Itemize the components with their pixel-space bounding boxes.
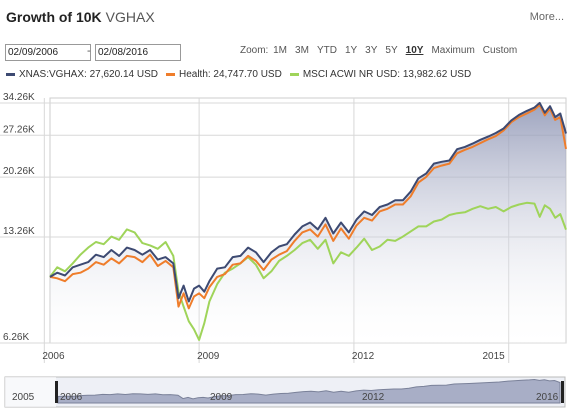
navigator-year-label: 2005: [12, 392, 35, 403]
legend-label: Health: 24,747.70 USD: [178, 69, 282, 80]
fund-symbol: VGHAX: [105, 9, 155, 25]
zoom-option-maximum[interactable]: Maximum: [431, 45, 475, 56]
zoom-option-3y[interactable]: 3Y: [365, 45, 378, 56]
navigator-year-label: 2006: [60, 392, 83, 403]
legend-label: XNAS:VGHAX: 27,620.14 USD: [19, 69, 158, 80]
series-line-msci-acwi-nr-usd: [49, 201, 567, 341]
legend-label: MSCI ACWI NR USD: 13,982.62 USD: [302, 69, 472, 80]
legend-swatch: [165, 73, 175, 76]
chart-title: Growth of 10K VGHAX: [6, 9, 155, 25]
navigator-year-label: 2012: [362, 392, 385, 403]
zoom-option-5y[interactable]: 5Y: [385, 45, 398, 56]
y-tick-label: 6.26K: [3, 332, 29, 343]
legend-swatch: [289, 73, 299, 76]
y-tick-label: 34.26K: [3, 92, 35, 103]
y-tick-label: 20.26K: [3, 166, 35, 177]
zoom-option-1y[interactable]: 1Y: [344, 45, 358, 56]
navigator-series-area: [57, 378, 561, 404]
zoom-option-3m[interactable]: 3M: [295, 45, 309, 56]
series-line-xnas-vghax: [49, 101, 567, 303]
x-tick-label: 2012: [352, 351, 375, 362]
navigator-unselected: [5, 377, 56, 407]
x-tick-label: 2006: [42, 351, 65, 362]
navigator-year-label: 2016: [536, 392, 559, 403]
navigator-left-handle: [55, 381, 58, 403]
zoom-option-1m[interactable]: 1M: [273, 45, 288, 56]
zoom-label: Zoom:: [240, 45, 269, 56]
navigator-right-handle: [561, 381, 564, 403]
y-tick-label: 13.26K: [3, 226, 35, 237]
legend-item[interactable]: XNAS:VGHAX: 27,620.14 USD: [6, 69, 158, 80]
chart-legend: XNAS:VGHAX: 27,620.14 USD Health: 24,747.…: [6, 68, 479, 80]
x-tick-label: 2009: [197, 351, 220, 362]
more-link[interactable]: More...: [529, 11, 564, 23]
time-navigator[interactable]: 2005 2006 2009 2012 2016: [0, 373, 570, 411]
y-tick-label: 27.26K: [3, 124, 35, 135]
zoom-option-10y[interactable]: 10Y: [405, 45, 424, 56]
x-tick-label: 2015: [482, 351, 505, 362]
zoom-option-ytd[interactable]: YTD: [316, 45, 337, 56]
legend-item[interactable]: MSCI ACWI NR USD: 13,982.62 USD: [289, 69, 472, 80]
navigator-year-label: 2009: [210, 392, 233, 403]
zoom-option-custom[interactable]: Custom: [482, 45, 518, 56]
end-date-input[interactable]: [95, 44, 181, 61]
start-date-input[interactable]: [5, 44, 91, 61]
series-line-health: [49, 103, 567, 310]
growth-chart: 6.26K 13.26K 20.26K 27.26K 34.26K 2006 2009 201…: [0, 92, 567, 363]
legend-swatch: [6, 73, 15, 76]
legend-item[interactable]: Health: 24,747.70 USD: [165, 69, 282, 80]
chart-title-main: Growth of 10K: [6, 9, 102, 25]
date-separator: -: [87, 45, 91, 57]
zoom-controls: Zoom: 1M 3M YTD 1Y 3Y 5Y 10Y Maximum Custom: [240, 45, 525, 56]
title-bar: Growth of 10K VGHAX More...: [0, 0, 570, 34]
